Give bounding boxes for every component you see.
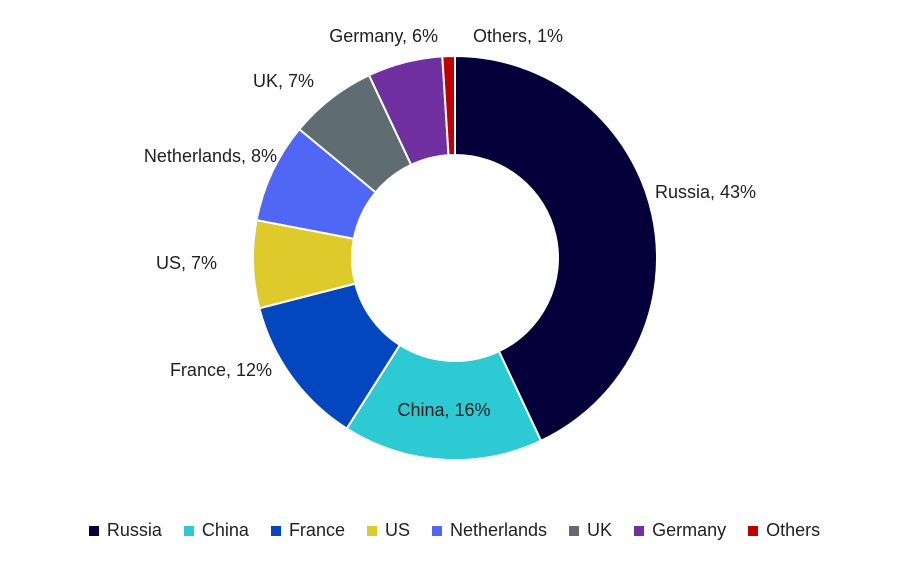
legend-label-china: China [201, 520, 249, 540]
legend-label-france: France [288, 520, 345, 540]
slice-china [345, 343, 543, 461]
slice-label-us: US, 7% [156, 253, 217, 273]
slice-others [441, 54, 456, 157]
legend-item-russia: Russia [88, 520, 162, 541]
slice-label-china: China, 16% [397, 400, 490, 420]
slice-russia [454, 54, 658, 443]
slice-label-france: France, 12% [170, 360, 272, 380]
slices-group [252, 54, 658, 461]
legend-item-others: Others [748, 520, 820, 541]
legend-swatch-netherlands [431, 525, 442, 536]
slice-label-others: Others, 1% [473, 26, 563, 46]
legend: Russia China France US Netherlands UK Germany O… [0, 520, 909, 541]
slice-label-russia: Russia, 43% [655, 182, 756, 202]
legend-swatch-others [748, 525, 759, 536]
donut-plot-area: Russia, 43% China, 16% France, 12% US, 7% Ne… [144, 26, 756, 461]
legend-swatch-china [183, 525, 194, 536]
legend-item-us: US [366, 520, 410, 541]
legend-swatch-uk [569, 525, 580, 536]
legend-label-others: Others [766, 520, 821, 540]
legend-label-us: US [384, 520, 410, 540]
legend-swatch-germany [634, 525, 645, 536]
legend-label-germany: Germany [652, 520, 727, 540]
slice-label-netherlands: Netherlands, 8% [144, 146, 277, 166]
legend-swatch-france [270, 525, 281, 536]
labels-group: Russia, 43% China, 16% France, 12% US, 7% Ne… [144, 26, 756, 420]
legend-item-germany: Germany [634, 520, 726, 541]
slice-label-uk: UK, 7% [253, 71, 314, 91]
legend-swatch-russia [88, 525, 99, 536]
legend-item-china: China [183, 520, 249, 541]
slice-label-germany: Germany, 6% [329, 26, 438, 46]
legend-label-netherlands: Netherlands [449, 520, 548, 540]
legend-label-russia: Russia [106, 520, 162, 540]
legend-item-uk: UK [569, 520, 612, 541]
legend-swatch-us [366, 525, 377, 536]
legend-item-netherlands: Netherlands [431, 520, 548, 541]
legend-item-france: France [270, 520, 345, 541]
legend-label-uk: UK [587, 520, 613, 540]
